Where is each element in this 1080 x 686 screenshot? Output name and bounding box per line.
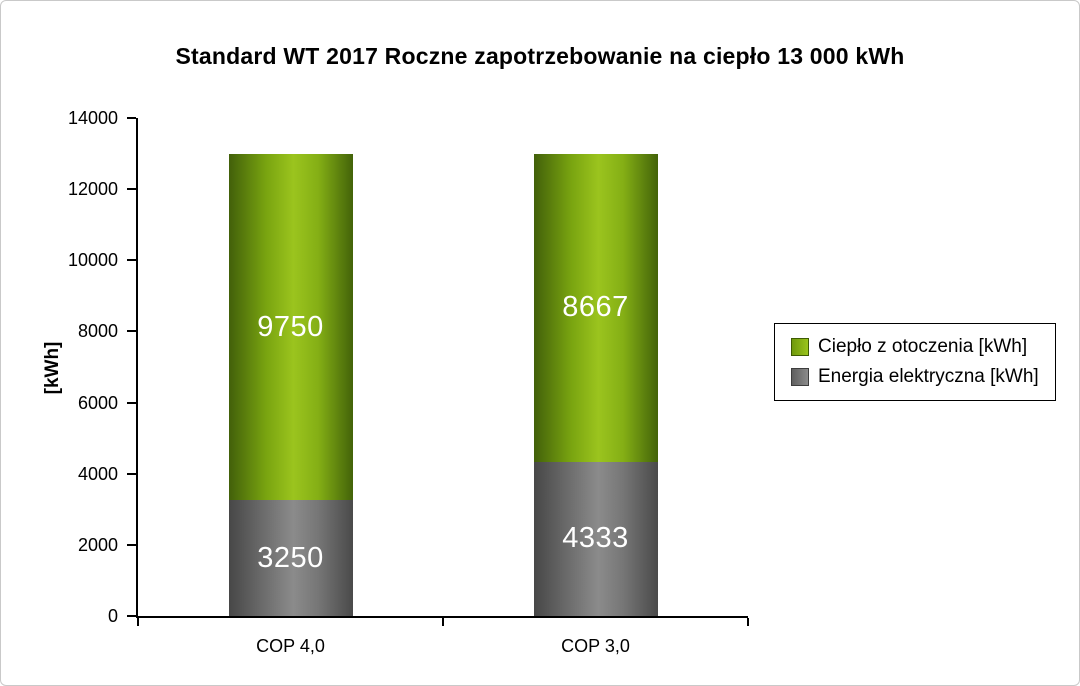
y-tick-label: 0 [107,606,118,626]
legend-swatch-green-icon [791,338,809,356]
y-tick-label: 6000 [77,392,118,413]
bar-value-label: 9750 [257,310,324,343]
bar-value-label: 8667 [562,291,629,324]
y-tick-mark [127,188,136,191]
y-tick-label: 4000 [77,463,118,484]
plot-area: 3250 9750 COP 4,0 4333 8667 COP 3,0 [136,118,749,656]
legend-swatch-gray-icon [791,368,809,386]
legend: Ciepło z otoczenia [kWh] Energia elektry… [774,323,1056,401]
bar-value-label: 3250 [257,541,324,574]
y-axis: 0 2000 4000 6000 8000 10000 12000 14000 [1,108,136,626]
chart-title: Standard WT 2017 Roczne zapotrzebowanie … [175,43,905,69]
y-tick-mark [127,117,136,119]
y-tick-mark [127,472,136,475]
x-tick-mark [137,618,139,626]
bar-value-label: 4333 [562,522,629,555]
legend-item-electric: Energia elektryczna [kWh] [791,366,1039,388]
y-tick-mark [127,330,136,333]
y-tick-mark [127,259,136,262]
legend-label-heat: Ciepło z otoczenia [kWh] [818,336,1028,357]
y-tick-mark [127,401,136,404]
legend-label-electric: Energia elektryczna [kWh] [818,366,1039,387]
bar-segment: 8667 [533,153,658,462]
x-tick-mark [442,618,444,626]
y-tick-label: 14000 [67,108,118,128]
y-tick-label: 10000 [67,250,118,271]
x-tick-label: COP 3,0 [561,636,630,656]
y-tick-label: 12000 [67,179,118,200]
bar-segment: 4333 [533,461,658,616]
y-tick-label: 2000 [77,534,118,555]
y-tick-label: 8000 [77,321,118,342]
bar-segment: 3250 [228,500,353,616]
bar-segment: 9750 [228,153,353,501]
x-tick-label: COP 4,0 [256,636,325,656]
y-tick-mark [127,615,136,617]
legend-item-heat: Ciepło z otoczenia [kWh] [791,336,1039,358]
x-tick-mark [747,618,749,626]
y-tick-mark [127,543,136,546]
